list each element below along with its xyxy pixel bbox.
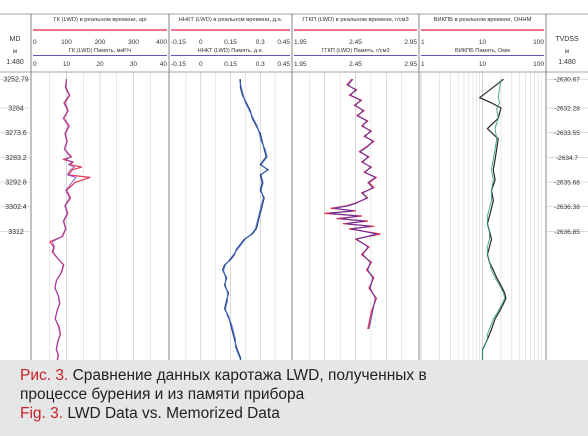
md-depth-label: 3292.8 <box>5 180 27 187</box>
track-1-realtime-tick-label: 0 <box>33 39 37 46</box>
track-1-memory-tick-label: 40 <box>160 61 168 68</box>
depth-layer: 3252.79 -2630.67 3284 -2632.28 3273.6 -2633.5… <box>0 77 588 236</box>
track-1-realtime-tick-label: 100 <box>61 39 72 46</box>
track-2-memory-tick-label: 0.3 <box>256 61 265 68</box>
md-depth-label: 3302.4 <box>5 204 27 211</box>
track-1-memory-label: ГК (LWD) Память, мкР/ч <box>69 48 131 54</box>
track-1-memory-tick-label: 20 <box>96 61 104 68</box>
track-4-memory-curve <box>482 79 506 360</box>
track-3-realtime-tick-label: 2.45 <box>349 39 362 46</box>
tvdss-unit: м <box>565 49 569 55</box>
md-depth-label: 3273.6 <box>5 130 27 137</box>
track-1-realtime-tick-label: 200 <box>95 39 106 46</box>
track-3-memory-tick-label: 2.45 <box>349 61 362 68</box>
track-2-memory-tick-label: 0 <box>199 61 203 68</box>
md-depth-label: 3252.79 <box>3 77 28 84</box>
md-depth-label: 3284 <box>8 106 24 113</box>
track-4-realtime-curve <box>479 78 507 360</box>
track-4-realtime-tick-label: 1 <box>421 39 425 46</box>
well-log-chart: MD м 1:480 TVDSS м 1:480 ГК (LWD) в реал… <box>0 13 588 360</box>
tvdss-depth-label: -2635.68 <box>554 180 580 187</box>
tvdss-depth-label: -2633.55 <box>554 130 580 137</box>
track-4-realtime-tick-label: 100 <box>533 39 544 46</box>
track-3-memory-tick-label: 1.95 <box>294 61 307 68</box>
track-1-memory-curve <box>51 79 77 360</box>
track-1-memory-tick-label: 10 <box>63 61 71 68</box>
track-4-memory-tick-label: 10 <box>479 61 487 68</box>
track-4-memory-tick-label: 1 <box>421 61 425 68</box>
track-2-memory-tick-label: 0.15 <box>224 61 237 68</box>
track-4-realtime-label: ВИКПБ в реальном времени, ОННМ <box>434 17 532 23</box>
caption-ru-line1: Рис. 3. Сравнение данных каротажа LWD, п… <box>20 366 588 385</box>
track-2-realtime-tick-label: 0.3 <box>256 39 265 46</box>
tvdss-depth-label: -2636.38 <box>554 204 580 211</box>
track-3-realtime-tick-label: 1.95 <box>294 39 307 46</box>
track-1-memory-tick-label: 0 <box>33 61 37 68</box>
md-scale: 1:480 <box>6 59 24 66</box>
caption-ru-text2: процессе бурения и из памяти прибора <box>20 386 305 403</box>
caption-ru-line2: процессе бурения и из памяти прибора <box>20 385 588 404</box>
track-4-memory-tick-label: 100 <box>533 61 544 68</box>
track-2-memory-tick-label: 0.45 <box>277 61 290 68</box>
track-2-realtime-tick-label: -0.15 <box>171 39 186 46</box>
md-depth-label: 3283.2 <box>5 155 27 162</box>
track-3-memory-curve <box>329 78 377 330</box>
track-2-memory-label: ННКТ (LWD) Память, д.е. <box>198 48 264 54</box>
curves-layer <box>49 78 507 360</box>
track-3-memory-label: ГГКП (LWD) Память, г/см3 <box>321 48 389 54</box>
md-unit: м <box>13 49 17 55</box>
track-4-realtime-tick-label: 10 <box>479 39 487 46</box>
track-2-memory-tick-label: -0.15 <box>171 61 186 68</box>
track-2-realtime-label: ННКТ (LWD) в реальном времени, д.е. <box>179 17 283 23</box>
tvdss-scale: 1:480 <box>558 59 576 66</box>
track-1-realtime-label: ГК (LWD) в реальном времени, api <box>54 17 147 23</box>
caption-panel: Рис. 3. Сравнение данных каротажа LWD, п… <box>0 360 588 436</box>
tvdss-depth-label: -2636.85 <box>554 229 580 236</box>
track-2-realtime-tick-label: 0 <box>199 39 203 46</box>
tvdss-depth-label: -2632.28 <box>554 106 580 113</box>
md-title: MD <box>10 36 21 43</box>
track-2-realtime-tick-label: 0.15 <box>224 39 237 46</box>
caption-en-label: Fig. 3. <box>20 405 64 422</box>
track-3-realtime-label: ГГКП (LWD) в реальном времени, г/см3 <box>302 17 408 23</box>
track-3-realtime-tick-label: 2.95 <box>404 39 417 46</box>
track-1-memory-tick-label: 30 <box>130 61 138 68</box>
md-depth-label: 3312 <box>8 229 24 236</box>
track-2-realtime-tick-label: 0.45 <box>277 39 290 46</box>
tvdss-title: TVDSS <box>555 36 579 43</box>
caption-ru-label: Рис. 3. <box>20 367 69 384</box>
caption-ru-text1: Сравнение данных каротажа LWD, полученны… <box>72 367 427 384</box>
track-3-memory-tick-label: 2.95 <box>404 61 417 68</box>
tvdss-depth-label: -2630.67 <box>554 77 580 84</box>
track-1-realtime-tick-label: 300 <box>128 39 139 46</box>
track-2-realtime-curve <box>222 79 269 360</box>
header-layer: MD м 1:480 TVDSS м 1:480 <box>6 36 579 66</box>
track-4-memory-label: ВИКПБ Память, Омм <box>455 48 510 54</box>
tvdss-depth-label: -2634.7 <box>556 155 578 162</box>
track-1-realtime-tick-label: 400 <box>156 39 167 46</box>
track-2-memory-curve <box>223 79 268 360</box>
caption-en-text: LWD Data vs. Memorized Data <box>67 405 280 422</box>
caption-en-line: Fig. 3. LWD Data vs. Memorized Data <box>20 404 588 423</box>
